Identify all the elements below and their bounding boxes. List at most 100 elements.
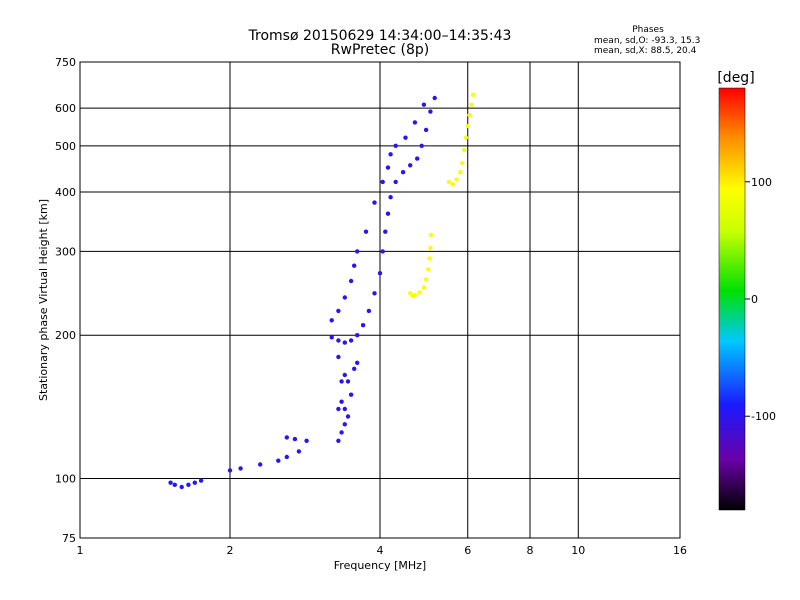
- data-point: [336, 438, 341, 443]
- y-tick-label: 200: [55, 329, 76, 342]
- data-point: [470, 92, 476, 98]
- data-point: [372, 291, 377, 296]
- data-point: [339, 379, 344, 384]
- data-point: [284, 454, 289, 460]
- data-point: [461, 147, 467, 153]
- data-point: [393, 179, 398, 185]
- data-point: [450, 182, 455, 187]
- data-point: [336, 354, 341, 360]
- data-point: [348, 278, 354, 284]
- x-tick-label: 10: [571, 544, 585, 557]
- data-point: [388, 152, 393, 157]
- data-point: [329, 335, 334, 340]
- data-point: [360, 323, 366, 328]
- data-point: [428, 109, 433, 114]
- data-point: [348, 338, 354, 343]
- data-point: [458, 170, 463, 175]
- data-point: [172, 482, 177, 487]
- data-point: [463, 135, 469, 140]
- colorbar-tick-label: -100: [751, 410, 776, 423]
- data-point: [469, 102, 474, 107]
- data-point: [284, 435, 289, 440]
- chart-subtitle: RwPretec (8p): [331, 42, 429, 58]
- x-tick-label: 1: [77, 544, 84, 557]
- y-tick-label: 750: [55, 56, 76, 69]
- data-point: [372, 200, 377, 205]
- data-point: [345, 414, 351, 419]
- data-point: [415, 156, 420, 161]
- data-point: [355, 360, 360, 365]
- x-tick-label: 8: [527, 544, 534, 557]
- data-point: [428, 245, 433, 251]
- data-point: [465, 123, 470, 129]
- phase-stats-o: mean, sd,O: -93.3, 15.3: [594, 36, 700, 46]
- data-point: [339, 430, 344, 435]
- x-tick-label: 16: [673, 544, 687, 557]
- data-point: [419, 143, 424, 148]
- data-point: [192, 480, 197, 485]
- data-point: [423, 277, 429, 282]
- data-point: [292, 436, 298, 442]
- data-point: [467, 112, 472, 118]
- colorbar: [718, 87, 746, 511]
- x-tick-label: 6: [464, 544, 471, 557]
- data-point: [198, 478, 204, 483]
- data-point: [276, 458, 281, 463]
- y-axis-ticks: 75 100 200 300 400 500 600 750: [55, 56, 76, 545]
- y-tick-label: 100: [55, 473, 76, 486]
- data-point: [421, 285, 427, 290]
- data-point: [339, 399, 344, 404]
- data-point: [186, 482, 191, 487]
- data-point: [377, 271, 383, 276]
- y-tick-label: 600: [55, 102, 76, 115]
- data-point: [400, 170, 406, 175]
- data-point: [454, 177, 459, 182]
- y-tick-label: 75: [62, 532, 76, 545]
- data-points: [168, 92, 476, 490]
- data-point: [403, 135, 408, 140]
- phase-stats-x: mean, sd,X: 88.5, 20.4: [594, 46, 697, 56]
- data-point: [345, 379, 351, 384]
- data-point: [329, 318, 334, 323]
- data-point: [227, 468, 233, 473]
- x-axis-ticks: 1 2 4 6 8 10 16: [77, 544, 688, 557]
- data-point: [342, 340, 347, 345]
- data-point: [388, 195, 393, 200]
- data-point: [423, 127, 429, 133]
- data-point: [412, 292, 418, 298]
- data-point: [342, 295, 347, 300]
- data-point: [446, 179, 452, 185]
- colorbar-tick-label: 100: [751, 176, 772, 189]
- colorbar-tick-label: 0: [751, 293, 758, 306]
- phase-stats-heading: Phases: [632, 25, 664, 35]
- colorbar-label: [deg]: [717, 70, 754, 86]
- grid: [80, 62, 680, 538]
- data-point: [342, 406, 347, 412]
- data-point: [355, 333, 360, 338]
- data-point: [380, 179, 385, 185]
- y-axis-label: Stationary phase Virtual Height [km]: [37, 199, 50, 401]
- x-tick-label: 4: [377, 544, 384, 557]
- data-point: [238, 466, 243, 471]
- data-point: [336, 308, 341, 314]
- data-point: [426, 267, 431, 272]
- data-point: [421, 102, 427, 107]
- data-point: [355, 249, 360, 254]
- data-point: [168, 480, 173, 485]
- data-point: [179, 484, 184, 490]
- data-point: [385, 211, 391, 216]
- data-point: [417, 290, 422, 295]
- data-point: [427, 256, 432, 261]
- y-tick-label: 400: [55, 186, 76, 199]
- data-point: [342, 372, 347, 378]
- data-point: [432, 95, 437, 101]
- x-tick-label: 2: [227, 544, 234, 557]
- data-point: [352, 366, 357, 371]
- y-tick-label: 300: [55, 245, 76, 258]
- data-point: [352, 263, 357, 268]
- data-point: [348, 392, 354, 397]
- colorbar-ticks: 100 0 -100: [745, 176, 776, 423]
- x-axis-label: Frequency [MHz]: [334, 559, 426, 572]
- data-point: [366, 308, 372, 314]
- data-point: [385, 165, 391, 170]
